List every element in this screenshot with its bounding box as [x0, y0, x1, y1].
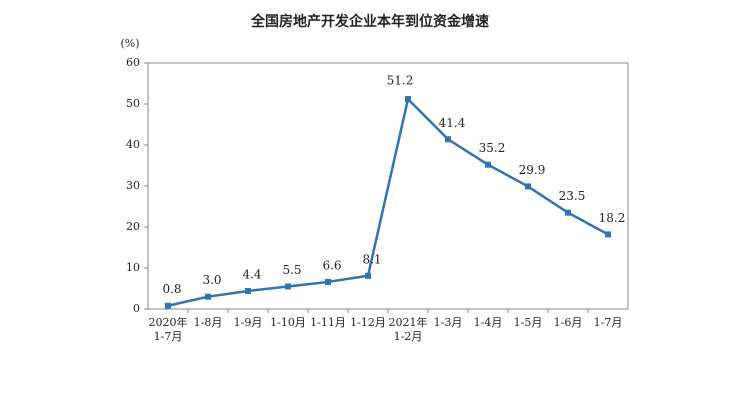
x-tick-label: 1-11月: [310, 316, 346, 329]
x-tick-label: 1-7月: [594, 316, 623, 329]
data-label: 35.2: [479, 141, 506, 155]
data-label: 8.1: [362, 252, 381, 266]
point-marker: [165, 302, 171, 309]
x-tick-label: 2021年 1-2月: [389, 315, 428, 343]
x-tick-label: 1-12月: [350, 316, 386, 329]
data-label: 51.2: [387, 74, 414, 88]
point-marker: [245, 287, 251, 294]
data-label: 23.5: [559, 189, 586, 203]
point-marker: [325, 278, 331, 285]
data-label: 29.9: [519, 163, 546, 177]
point-marker: [285, 283, 291, 290]
data-label: 41.4: [439, 116, 466, 130]
data-label: 5.5: [282, 263, 301, 277]
point-marker: [565, 209, 571, 216]
x-tick-label: 1-9月: [234, 316, 263, 329]
point-marker: [405, 96, 411, 103]
point-marker: [485, 161, 491, 168]
x-tick-label: 1-4月: [474, 316, 503, 329]
data-label: 0.8: [162, 282, 181, 296]
point-marker: [205, 293, 211, 300]
data-label: 3.0: [202, 273, 221, 287]
point-marker: [445, 136, 451, 143]
data-label: 4.4: [242, 267, 261, 281]
x-tick-label: 1-10月: [270, 316, 306, 329]
x-tick-label: 1-6月: [554, 316, 583, 329]
y-tick-label: 40: [126, 138, 140, 151]
y-tick-label: 10: [126, 261, 140, 274]
y-tick-label: 30: [126, 179, 140, 192]
x-tick-label: 1-3月: [434, 316, 463, 329]
point-marker: [365, 272, 371, 279]
x-tick-label: 1-8月: [194, 316, 223, 329]
y-tick-label: 60: [126, 56, 140, 69]
x-tick-label: 1-5月: [514, 316, 543, 329]
chart-title: 全国房地产开发企业本年到位资金增速: [250, 13, 489, 30]
y-tick-label: 50: [126, 97, 140, 110]
point-marker: [525, 183, 531, 190]
x-tick-label: 2020年 1-7月: [149, 315, 188, 343]
data-label: 18.2: [599, 211, 626, 225]
point-marker: [605, 231, 611, 238]
y-tick-label: 20: [126, 220, 140, 233]
series-line: [167, 96, 609, 307]
y-tick-label: 0: [133, 302, 140, 315]
y-axis-label: (%): [120, 37, 139, 50]
data-label: 6.6: [322, 258, 341, 272]
